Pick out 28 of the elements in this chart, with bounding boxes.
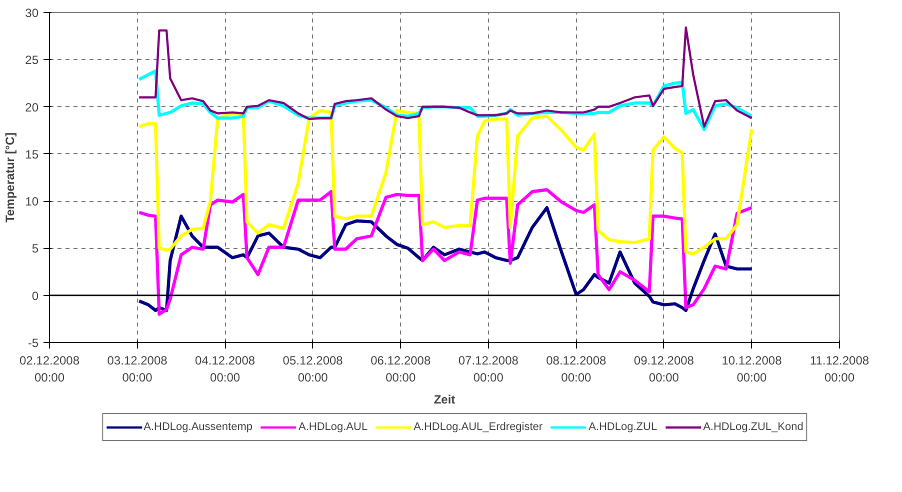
x-tick-label: 05.12.2008 00:00	[282, 354, 344, 384]
legend-label: A.HDLog.AUL	[298, 421, 368, 433]
line-series	[138, 108, 754, 256]
x-tick-label: 09.12.2008 00:00	[634, 354, 694, 384]
x-tick-label: 02.12.2008 00:00	[19, 354, 80, 384]
legend-label: A.HDLog.AUL_Erdregister	[414, 421, 543, 433]
line-series	[138, 26, 753, 128]
y-tick-label: -5	[28, 336, 39, 350]
x-axis-title: Zeit	[434, 392, 456, 406]
y-axis-title: Temperatur [°C]	[3, 132, 18, 222]
y-tick-label: 10	[25, 194, 39, 209]
y-tick-label: 15	[25, 147, 39, 162]
legend-label: A.HDLog.ZUL	[588, 421, 658, 433]
y-tick-label: 5	[32, 242, 39, 256]
x-tick-label: 08.12.2008 00:00	[546, 354, 607, 384]
legend-label: A.HDLog.Aussentemp	[144, 421, 252, 433]
y-tick-label: 0	[32, 288, 39, 303]
x-tick-label: 11.12.2008 00:00	[810, 354, 870, 384]
x-tick-label: 10.12.2008 00:00	[722, 354, 782, 384]
x-tick-label: 07.12.2008 00:00	[458, 354, 519, 384]
y-tick-label: 30	[25, 6, 39, 20]
y-tick-label: 25	[25, 53, 39, 68]
x-tick-label: 06.12.2008 00:00	[370, 354, 431, 384]
x-tick-label: 03.12.2008 00:00	[107, 354, 168, 384]
legend-label: A.HDLog.ZUL_Kond	[703, 421, 804, 433]
y-tick-label: 20	[25, 100, 39, 114]
line-series	[138, 188, 754, 316]
x-tick-label: 04.12.2008 00:00	[195, 354, 256, 384]
